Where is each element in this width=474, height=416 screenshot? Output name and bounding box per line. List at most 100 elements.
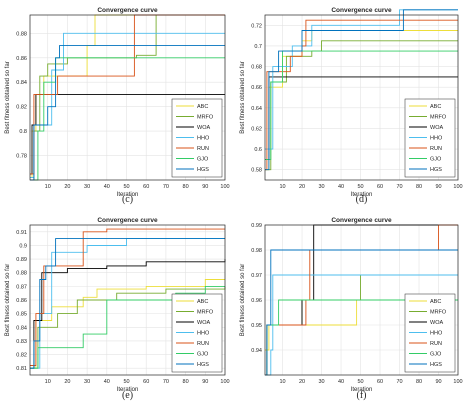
y-tick-label: 0.94 <box>251 348 262 354</box>
legend-label-run: RUN <box>197 341 209 347</box>
y-tick-label: 0.84 <box>16 325 27 331</box>
y-tick-label: 0.66 <box>251 85 262 91</box>
x-axis-label: Iteration <box>117 387 139 393</box>
series-line-gjo <box>30 285 225 369</box>
x-tick-label: 30 <box>318 379 324 385</box>
x-tick-label: 100 <box>220 184 229 190</box>
x-tick-label: 20 <box>299 184 305 190</box>
x-tick-label: 10 <box>45 184 51 190</box>
chart-title: Convergence curve <box>331 217 392 224</box>
y-tick-label: 0.95 <box>251 323 262 329</box>
x-tick-label: 100 <box>453 379 462 385</box>
series-line-gjo <box>265 50 458 160</box>
axes-box <box>264 14 459 181</box>
y-axis-label: Best fitness obtained so far <box>240 264 246 336</box>
x-tick-label: 30 <box>318 184 324 190</box>
series-line-hgs <box>265 9 458 171</box>
y-tick-label: 0.89 <box>16 257 27 263</box>
x-tick-label: 50 <box>123 379 129 385</box>
y-tick-label: 0.91 <box>16 230 27 236</box>
series-line-mrfo <box>30 286 226 369</box>
chart-panel: 10 20 30 40 50 60 70 80 90 100 0.81 0.82 0.83 0.84 0.8… <box>5 217 230 401</box>
legend-label-woa: WOA <box>197 125 210 131</box>
x-tick-label: 60 <box>143 379 149 385</box>
legend-label-gjo: GJO <box>197 157 209 163</box>
series-line-hgs <box>30 45 225 181</box>
x-tick-label: 10 <box>45 379 51 385</box>
y-tick-label: 0.96 <box>251 298 262 304</box>
x-tick-label: 70 <box>163 184 169 190</box>
x-tick-label: 40 <box>104 184 110 190</box>
x-tick-label: 60 <box>377 184 383 190</box>
x-tick-label: 90 <box>202 379 208 385</box>
x-tick-label: 70 <box>163 379 169 385</box>
x-axis-label: Iteration <box>351 192 373 198</box>
x-tick-label: 100 <box>220 379 229 385</box>
legend-label-woa: WOA <box>430 125 443 131</box>
series-line-woa <box>30 259 226 369</box>
legend-label-run: RUN <box>197 146 209 152</box>
chart-panel: 10 20 30 40 50 60 70 80 90 100 0.58 0.6 0.62 0.64 0.66… <box>240 7 463 205</box>
x-axis-label: Iteration <box>351 387 373 393</box>
legend-label-gjo: GJO <box>430 352 442 358</box>
y-tick-label: 0.85 <box>16 312 27 318</box>
x-tick-label: 10 <box>279 379 285 385</box>
x-axis-label: Iteration <box>117 192 139 198</box>
chart-title: Convergence curve <box>97 7 158 14</box>
legend-label-abc: ABC <box>197 104 208 110</box>
legend-label-run: RUN <box>430 341 442 347</box>
panel-caption: (c) <box>122 194 133 205</box>
legend-label-hgs: HGS <box>430 167 442 173</box>
legend-label-hgs: HGS <box>197 362 209 368</box>
legend-label-mrfo: MRFO <box>197 115 214 121</box>
y-axis-label: Best fitness obtained so far <box>240 61 246 133</box>
panel-caption: (f) <box>357 390 367 401</box>
legend-label-hgs: HGS <box>197 167 209 173</box>
panel-caption: (e) <box>122 390 133 401</box>
x-tick-label: 70 <box>396 184 402 190</box>
x-tick-label: 90 <box>435 379 441 385</box>
y-axis-label: Best fitness obtained so far <box>5 264 11 336</box>
y-tick-label: 0.7 <box>254 44 262 50</box>
legend-label-gjo: GJO <box>197 352 209 358</box>
y-tick-label: 0.98 <box>251 248 262 254</box>
x-tick-label: 40 <box>338 379 344 385</box>
y-tick-label: 0.86 <box>16 56 27 62</box>
x-tick-label: 50 <box>357 379 363 385</box>
legend-label-run: RUN <box>430 146 442 152</box>
legend: ABC MRFO WOA HHO RUN GJO HGS <box>404 293 456 373</box>
series-line-abc <box>265 299 458 351</box>
y-tick-label: 0.83 <box>16 339 27 345</box>
y-tick-label: 0.78 <box>16 154 27 160</box>
legend: ABC MRFO WOA HHO RUN GJO HGS <box>404 98 456 178</box>
axes-box <box>264 224 459 376</box>
panel-caption: (d) <box>356 194 368 205</box>
y-tick-label: 0.68 <box>251 65 262 71</box>
legend-label-hho: HHO <box>430 331 443 337</box>
legend-label-mrfo: MRFO <box>430 310 447 316</box>
chart-panel: 10 20 30 40 50 60 70 80 90 100 0.94 0.95 0.96 0.97 0.9… <box>240 217 463 401</box>
y-tick-label: 0.87 <box>16 284 27 290</box>
y-axis-label: Best fitness obtained so far <box>5 61 11 133</box>
x-tick-label: 20 <box>64 184 70 190</box>
x-tick-label: 20 <box>299 379 305 385</box>
axes-box <box>29 14 226 181</box>
legend-label-abc: ABC <box>197 299 208 305</box>
x-tick-label: 100 <box>453 184 462 190</box>
y-tick-label: 0.72 <box>251 23 262 29</box>
legend-label-mrfo: MRFO <box>430 115 447 121</box>
chart-title: Convergence curve <box>331 7 392 14</box>
x-tick-label: 20 <box>64 379 70 385</box>
y-tick-label: 0.86 <box>16 298 27 304</box>
x-tick-label: 40 <box>104 379 110 385</box>
legend-label-gjo: GJO <box>430 157 442 163</box>
x-tick-label: 80 <box>416 184 422 190</box>
y-tick-label: 0.58 <box>251 168 262 174</box>
legend-label-mrfo: MRFO <box>197 310 214 316</box>
x-tick-label: 60 <box>143 184 149 190</box>
series-line-run <box>265 19 458 171</box>
x-tick-label: 40 <box>338 184 344 190</box>
legend-label-abc: ABC <box>430 104 441 110</box>
x-tick-label: 50 <box>357 184 363 190</box>
y-tick-label: 0.6 <box>254 147 262 153</box>
